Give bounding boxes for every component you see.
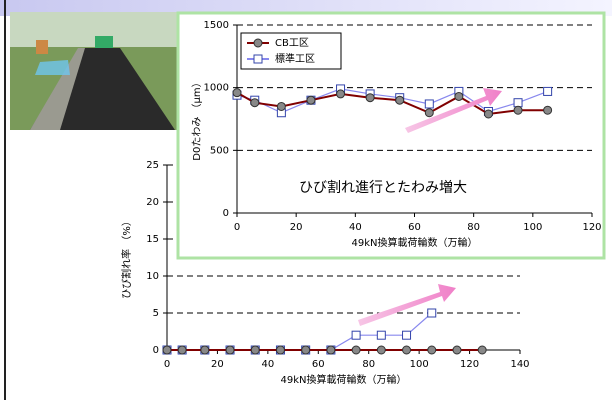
point — [351, 345, 361, 355]
point — [177, 345, 187, 355]
x-tick-label: 20 — [211, 359, 224, 370]
point — [250, 98, 260, 108]
y-tick-label: 500 — [210, 145, 229, 156]
point — [513, 105, 523, 115]
point — [232, 88, 242, 98]
point — [225, 345, 235, 355]
x-tick-label: 40 — [261, 359, 274, 370]
point — [395, 95, 405, 105]
series-line — [167, 312, 433, 351]
road-photo — [10, 12, 180, 130]
legend-label: 標準工区 — [275, 52, 315, 65]
point — [513, 98, 523, 108]
point — [424, 99, 434, 109]
point — [376, 330, 386, 340]
arrow — [358, 284, 456, 326]
y-axis-label: D0たわみ （μm） — [191, 77, 203, 160]
point — [376, 345, 386, 355]
point — [424, 108, 434, 118]
point — [452, 345, 462, 355]
point — [275, 345, 285, 355]
x-tick-label: 0 — [164, 359, 170, 370]
x-tick-label: 60 — [408, 222, 421, 233]
point — [200, 345, 210, 355]
deflection-chart: 0 500 1000 1500 0 20 40 60 80 100 120 49kN換算載荷輪数（万輪… — [176, 11, 606, 260]
x-tick-label: 80 — [362, 359, 375, 370]
legend-marker — [253, 54, 263, 64]
legend-label: CB工区 — [275, 37, 309, 49]
point — [301, 345, 311, 355]
y-tick-label: 25 — [146, 160, 159, 171]
point — [402, 345, 412, 355]
point — [306, 95, 316, 105]
y-tick-label: 0 — [153, 345, 159, 356]
point — [351, 330, 361, 340]
x-tick-label: 80 — [467, 222, 480, 233]
y-tick-label: 1000 — [204, 83, 229, 94]
point — [326, 345, 336, 355]
point — [543, 105, 553, 115]
x-tick-label: 140 — [510, 359, 529, 370]
point — [402, 330, 412, 340]
annotation: ひび割れ進行とたわみ増大 — [299, 179, 467, 196]
y-tick-label: 1500 — [204, 20, 229, 31]
point — [365, 93, 375, 103]
y-tick-label: 20 — [146, 197, 159, 208]
x-tick-label: 100 — [523, 222, 542, 233]
legend-marker — [253, 38, 263, 48]
point — [276, 101, 286, 111]
point — [483, 109, 493, 119]
point — [250, 345, 260, 355]
x-tick-label: 100 — [410, 359, 429, 370]
y-tick-label: 15 — [146, 234, 159, 245]
y-tick-label: 5 — [153, 308, 159, 319]
point — [543, 86, 553, 96]
point — [477, 345, 487, 355]
x-axis-label: 49kN換算載荷輪数（万輪） — [281, 373, 407, 386]
point — [427, 345, 437, 355]
point — [162, 345, 172, 355]
x-tick-label: 0 — [234, 222, 240, 233]
x-tick-label: 40 — [349, 222, 362, 233]
arrow — [405, 88, 502, 133]
x-tick-label: 20 — [290, 222, 303, 233]
x-tick-label: 120 — [460, 359, 479, 370]
point — [336, 89, 346, 99]
y-axis-label: ひび割れ率 （%） — [120, 216, 133, 299]
point — [454, 91, 464, 101]
x-tick-label: 60 — [312, 359, 325, 370]
x-tick-label: 120 — [582, 222, 601, 233]
y-tick-label: 10 — [146, 271, 159, 282]
y-tick-label: 0 — [223, 208, 229, 219]
point — [427, 308, 437, 318]
x-axis-label: 49kN換算載荷輪数（万輪） — [352, 236, 478, 249]
